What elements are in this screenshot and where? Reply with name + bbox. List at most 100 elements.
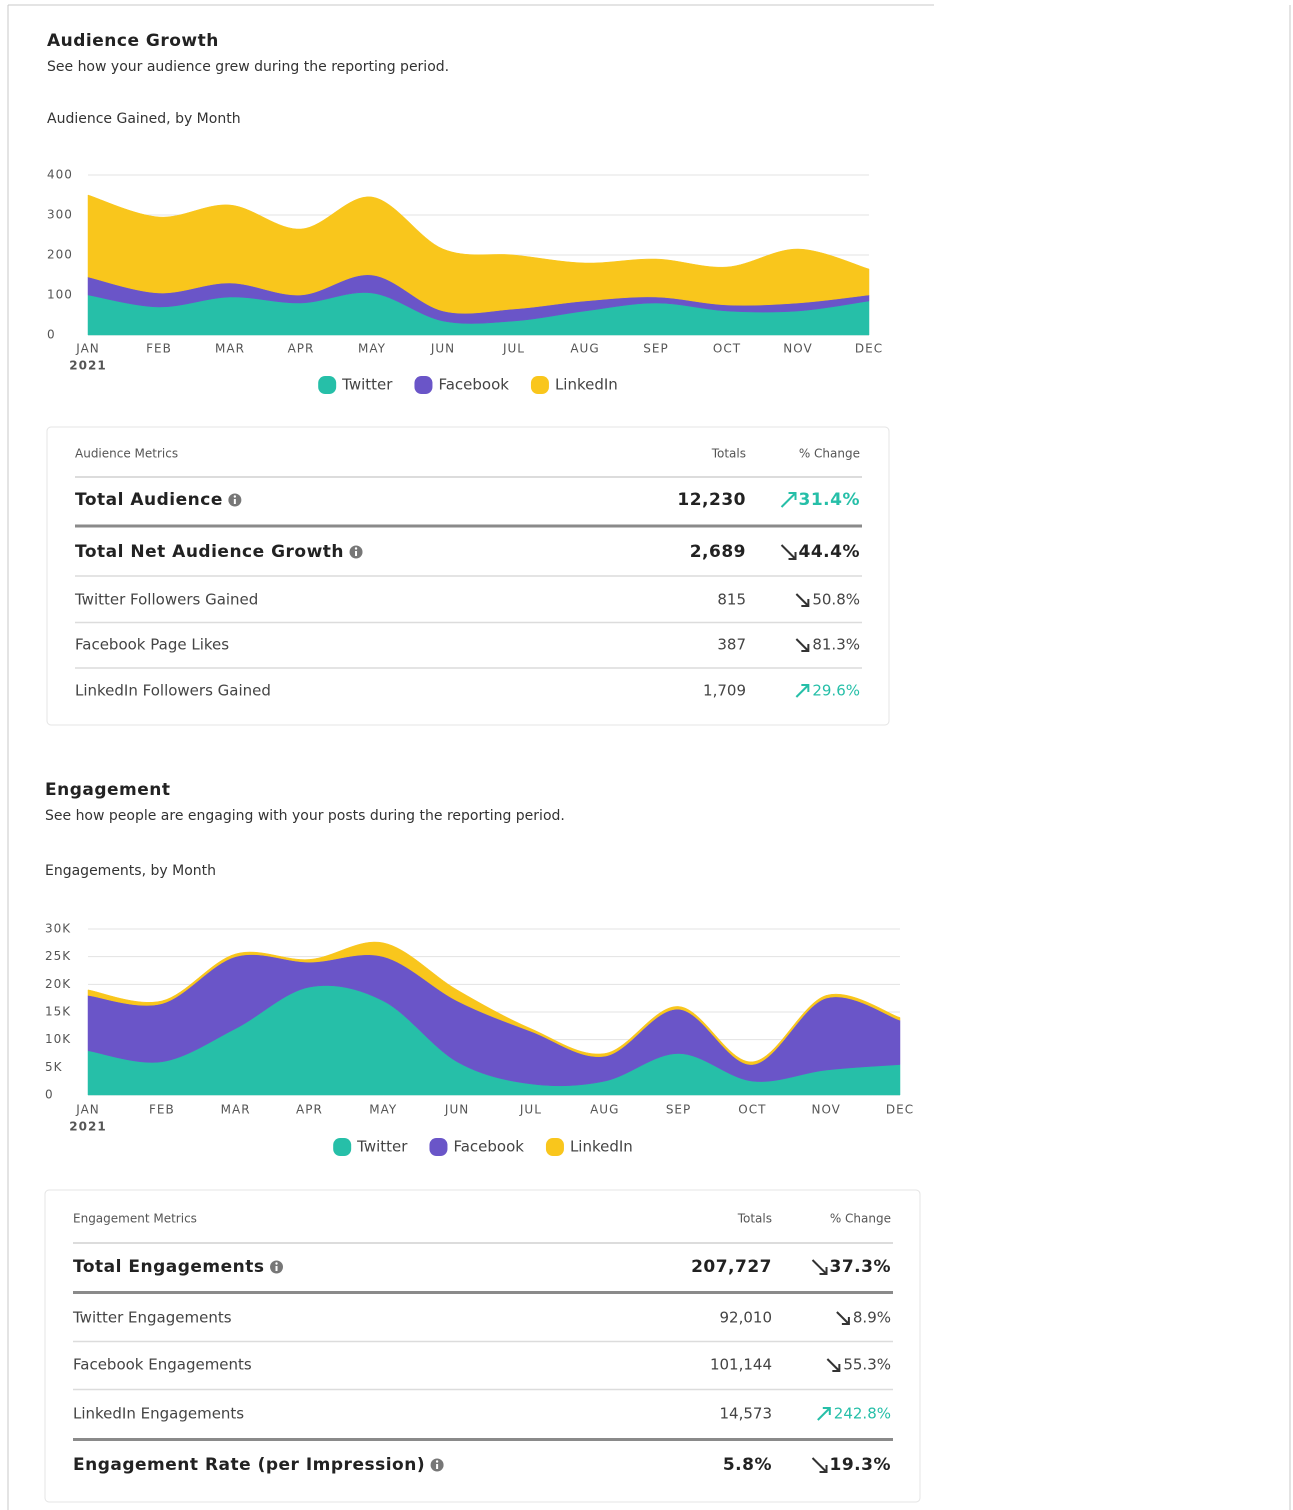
y-tick-label: 0 [45,1088,54,1102]
row-total: 387 [717,636,746,654]
x-tick-label: APR [288,342,315,356]
y-tick-label: 5K [45,1060,63,1074]
legend-swatch [318,376,337,394]
info-icon-stem [436,1464,439,1469]
y-tick-label: 100 [47,288,73,302]
section-subtitle: See how your audience grew during the re… [47,59,449,75]
row-total: 5.8% [723,1455,772,1475]
x-tick-label: AUG [570,342,599,356]
x-year-label: 2021 [69,359,106,373]
trend-arrow [795,638,810,652]
trend-arrow-head [841,1317,850,1325]
row-change: 37.3% [830,1257,891,1277]
row-total: 2,689 [690,542,746,562]
row-change: 31.4% [799,490,860,510]
x-tick-label: OCT [738,1103,766,1117]
table-header: Totals [737,1212,772,1226]
legend-swatch [333,1138,352,1156]
table-header: % Change [799,447,860,461]
row-total: 207,727 [691,1257,772,1277]
area [87,941,901,1065]
info-icon-dot [275,1262,278,1265]
info-icon-dot [435,1460,439,1463]
section-title: Engagement [45,780,171,800]
x-tick-label: MAR [221,1103,251,1117]
trend-arrow-head [832,1364,841,1372]
x-tick-label: JUN [430,342,455,356]
section-subtitle: See how people are engaging with your po… [45,808,565,824]
x-year-label: 2021 [69,1120,106,1134]
row-change: 8.9% [853,1309,891,1327]
row-total: 101,144 [710,1356,772,1374]
table-header: % Change [830,1212,891,1226]
legend-label: Twitter [356,1138,408,1156]
x-tick-label: JUL [519,1103,542,1117]
x-tick-label: FEB [146,342,172,356]
x-tick-label: JUN [444,1103,469,1117]
chart-label: Engagements, by Month [45,863,216,879]
row-change: 55.3% [843,1356,891,1374]
row-label: Engagement Rate (per Impression) [73,1455,425,1475]
x-tick-label: SEP [643,342,668,356]
y-tick-label: 10K [45,1032,71,1046]
legend: Twitter Facebook LinkedIn [318,376,618,394]
row-label: Twitter Followers Gained [74,591,258,609]
legend-label: Twitter [341,376,393,394]
y-tick-label: 25K [45,949,71,963]
row-change: 19.3% [830,1455,891,1475]
area [87,194,870,314]
info-icon-stem [355,551,358,556]
row-total: 14,573 [720,1405,773,1423]
trend-arrow [826,1358,841,1372]
x-tick-label: DEC [886,1103,914,1117]
trend-arrow [811,1457,828,1473]
trend-arrow-head [819,1267,828,1275]
trend-arrow-head [788,492,797,500]
trend-arrow-head [822,1407,831,1415]
x-tick-label: SEP [666,1103,691,1117]
row-total: 92,010 [720,1309,773,1327]
row-label: LinkedIn Engagements [73,1405,244,1423]
x-tick-label: MAY [358,342,386,356]
y-tick-label: 200 [47,248,73,262]
y-tick-label: 300 [47,208,73,222]
table-header: Engagement Metrics [73,1212,197,1226]
info-icon-stem [275,1266,278,1271]
row-total: 12,230 [677,490,746,510]
legend-swatch [530,376,549,394]
legend-label: Facebook [453,1138,524,1156]
x-tick-label: FEB [149,1103,175,1117]
y-tick-label: 0 [47,328,56,342]
legend-swatch [545,1138,564,1156]
x-tick-label: JAN [75,1103,100,1117]
trend-arrow-head [788,552,797,560]
trend-arrow-head [801,644,810,652]
x-tick-label: JAN [75,342,100,356]
metrics-table [44,1189,921,1503]
x-tick-label: NOV [783,342,812,356]
y-tick-label: 30K [45,922,71,936]
legend-swatch [414,376,433,394]
row-change: 50.8% [812,591,860,609]
info-icon-dot [233,495,237,498]
row-label: Total Engagements [73,1257,265,1277]
row-label: Total Audience [75,490,223,510]
trend-arrow-head [819,1465,828,1473]
trend-arrow-head [801,599,810,607]
x-tick-label: APR [296,1103,323,1117]
row-label: Facebook Engagements [73,1356,252,1374]
row-label: Twitter Engagements [72,1309,232,1327]
x-tick-label: JUL [502,342,525,356]
trend-arrow [836,1311,850,1325]
legend: Twitter Facebook LinkedIn [333,1138,633,1156]
table-header: Totals [711,447,746,461]
trend-arrow [780,492,797,508]
x-tick-label: AUG [590,1103,619,1117]
legend-label: Facebook [438,376,509,394]
row-label: Facebook Page Likes [75,636,229,654]
row-total: 1,709 [703,682,746,700]
info-icon-stem [233,499,236,504]
info-icon-dot [354,547,358,550]
x-tick-label: MAR [215,342,245,356]
